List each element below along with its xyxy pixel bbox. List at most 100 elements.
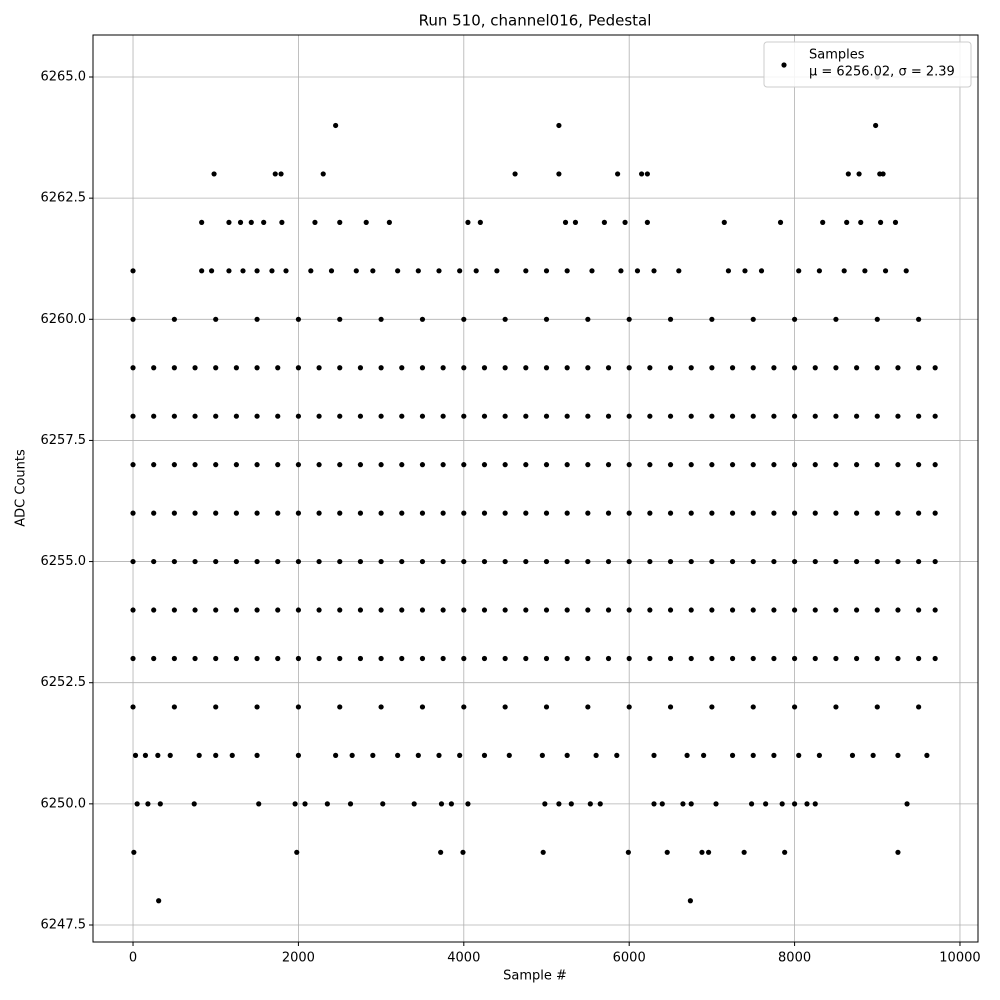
- point: [399, 413, 405, 419]
- point: [895, 365, 901, 371]
- point: [292, 801, 298, 807]
- point: [688, 655, 694, 662]
- y-tick-label: 6265.0: [41, 70, 87, 85]
- point: [171, 704, 177, 710]
- point: [233, 413, 239, 419]
- point: [812, 558, 818, 565]
- point: [481, 413, 488, 419]
- point: [614, 752, 620, 758]
- point: [812, 462, 818, 468]
- point: [337, 462, 343, 468]
- point: [729, 413, 736, 419]
- point: [585, 510, 591, 516]
- point: [337, 316, 343, 322]
- point: [782, 849, 788, 855]
- point: [791, 558, 798, 565]
- point: [523, 655, 529, 662]
- point: [688, 558, 694, 565]
- point: [874, 607, 880, 613]
- point: [634, 268, 641, 274]
- point: [363, 219, 369, 225]
- point: [481, 607, 488, 613]
- point: [461, 607, 467, 613]
- point: [233, 607, 239, 613]
- point: [687, 898, 693, 904]
- point: [145, 801, 151, 807]
- point: [275, 365, 281, 371]
- point: [378, 510, 384, 516]
- legend-box: [763, 41, 972, 88]
- point: [502, 607, 508, 613]
- point: [192, 365, 198, 371]
- point: [275, 655, 281, 662]
- point: [564, 655, 570, 662]
- point: [812, 607, 818, 613]
- point: [523, 607, 529, 613]
- legend-marker: [781, 62, 787, 68]
- point: [862, 268, 868, 274]
- point: [763, 801, 769, 807]
- point: [156, 898, 162, 904]
- point: [337, 219, 343, 225]
- point: [295, 413, 302, 419]
- point: [438, 849, 444, 855]
- point: [192, 607, 198, 613]
- point: [709, 413, 715, 419]
- point: [233, 655, 239, 662]
- point: [626, 607, 632, 613]
- point: [279, 219, 285, 225]
- point: [729, 365, 736, 371]
- point: [841, 268, 847, 274]
- point: [701, 752, 707, 758]
- point: [196, 752, 202, 758]
- point: [874, 413, 880, 419]
- point: [564, 510, 570, 516]
- point: [587, 801, 593, 807]
- point: [233, 510, 239, 516]
- point: [651, 268, 657, 274]
- point: [626, 462, 632, 468]
- point: [512, 171, 518, 177]
- point: [436, 268, 442, 274]
- point: [932, 365, 938, 371]
- point: [320, 171, 326, 177]
- point: [585, 655, 591, 662]
- point: [130, 510, 136, 516]
- point: [626, 510, 632, 516]
- point: [543, 655, 550, 662]
- point: [337, 704, 343, 710]
- point: [622, 219, 628, 225]
- point: [895, 462, 901, 468]
- point: [295, 752, 302, 758]
- point: [477, 219, 483, 225]
- point: [833, 558, 839, 565]
- point: [151, 413, 157, 419]
- point: [419, 607, 426, 613]
- point: [461, 413, 467, 419]
- point: [725, 268, 732, 274]
- point: [130, 316, 136, 322]
- point: [742, 268, 748, 274]
- point: [275, 462, 281, 468]
- point: [142, 752, 149, 758]
- point: [419, 316, 426, 322]
- point: [337, 365, 343, 371]
- point: [880, 171, 886, 177]
- point: [415, 268, 421, 274]
- point: [316, 510, 322, 516]
- point: [254, 558, 260, 565]
- point: [605, 413, 612, 419]
- point: [688, 510, 694, 516]
- point: [465, 219, 471, 225]
- point: [130, 704, 136, 710]
- point: [461, 462, 467, 468]
- point: [820, 219, 826, 225]
- point: [171, 365, 177, 371]
- point: [543, 558, 550, 565]
- point: [791, 316, 798, 322]
- point: [461, 558, 467, 565]
- point: [771, 558, 777, 565]
- point: [191, 801, 197, 807]
- point: [664, 849, 670, 855]
